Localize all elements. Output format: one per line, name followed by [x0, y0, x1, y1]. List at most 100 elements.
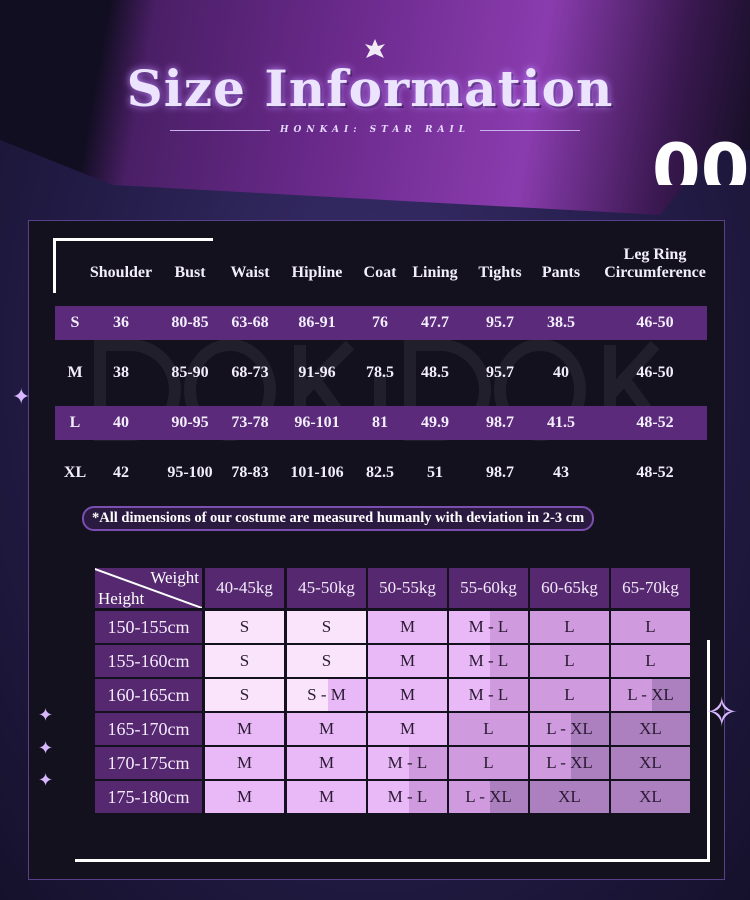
- emblem-icon: [365, 39, 385, 58]
- table-cell: 42: [113, 464, 129, 481]
- size-cell: M - L: [449, 611, 528, 643]
- size-cell: S - M: [287, 679, 366, 711]
- height-header: 160-165cm: [95, 679, 202, 711]
- corner-number: 00: [652, 130, 750, 185]
- table-cell: 38.5: [547, 314, 575, 331]
- size-cell: XL: [530, 781, 609, 813]
- table-cell: 48-52: [636, 414, 674, 431]
- watermark-logo: [94, 339, 670, 441]
- size-cell: S: [205, 611, 284, 643]
- size-cell: M: [287, 747, 366, 779]
- size-cell: M - L: [368, 781, 447, 813]
- table-cell: 73-78: [231, 414, 269, 431]
- divider: [170, 130, 270, 131]
- size-cell: S: [287, 611, 366, 643]
- weight-header: 45-50kg: [287, 568, 366, 608]
- size-label: S: [70, 314, 80, 331]
- table-cell: 98.7: [486, 414, 514, 431]
- table-cell: 49.9: [421, 414, 449, 431]
- row-band: [55, 306, 707, 340]
- table-cell: 101-106: [290, 464, 344, 481]
- table-cell: 86-91: [298, 314, 336, 331]
- column-header: Waist: [230, 264, 270, 281]
- table-cell: 95-100: [167, 464, 213, 481]
- column-header: Leg Ring Circumference: [604, 246, 706, 282]
- size-cell: L - XL: [611, 679, 690, 711]
- header-line: Leg Ring: [623, 246, 687, 263]
- column-header: Bust: [174, 264, 206, 281]
- sparkle-icon: ✦: [38, 738, 54, 759]
- size-cell: L: [530, 611, 609, 643]
- weight-label: Weight: [150, 568, 199, 587]
- table-cell: 46-50: [636, 314, 674, 331]
- column-header: Coat: [363, 264, 397, 281]
- frame-decoration: [53, 238, 213, 293]
- size-cell: XL: [611, 747, 690, 779]
- page-title: Size Information: [126, 59, 614, 118]
- size-cell: S: [205, 645, 284, 677]
- table-cell: 85-90: [171, 364, 209, 381]
- column-header: Hipline: [291, 264, 343, 281]
- column-header: Pants: [541, 264, 581, 281]
- size-cell: M: [205, 781, 284, 813]
- table-cell: 63-68: [231, 314, 269, 331]
- height-header: 165-170cm: [95, 713, 202, 745]
- table-cell: 95.7: [486, 364, 514, 381]
- size-label: XL: [63, 464, 87, 481]
- table-cell: 90-95: [171, 414, 209, 431]
- table-cell: 95.7: [486, 314, 514, 331]
- size-cell: S: [287, 645, 366, 677]
- size-cell: M: [287, 781, 366, 813]
- size-cell: L: [611, 645, 690, 677]
- table-cell: 47.7: [421, 314, 449, 331]
- table-cell: 43: [553, 464, 569, 481]
- table-cell: 91-96: [298, 364, 336, 381]
- table-cell: 36: [113, 314, 129, 331]
- table-cell: 82.5: [366, 464, 394, 481]
- height-header: 175-180cm: [95, 781, 202, 813]
- table-cell: 46-50: [636, 364, 674, 381]
- weight-header: 50-55kg: [368, 568, 447, 608]
- size-cell: L: [530, 679, 609, 711]
- page-subtitle: HONKAI: STAR RAIL: [280, 125, 470, 135]
- table-cell: 51: [427, 464, 443, 481]
- table-cell: 76: [372, 314, 388, 331]
- height-label: Height: [98, 589, 145, 608]
- table-cell: 48-52: [636, 464, 674, 481]
- size-cell: L: [611, 611, 690, 643]
- table-cell: 68-73: [231, 364, 269, 381]
- column-header: Tights: [478, 264, 522, 281]
- sparkle-icon: ✦: [38, 705, 54, 726]
- size-cell: M - L: [449, 679, 528, 711]
- table-cell: 80-85: [171, 314, 209, 331]
- size-cell: M - L: [368, 747, 447, 779]
- size-cell: M - L: [449, 645, 528, 677]
- measurement-note: *All dimensions of our costume are measu…: [82, 506, 595, 531]
- size-cell: M: [368, 645, 447, 677]
- table-cell: 78-83: [231, 464, 269, 481]
- table-cell: 40: [553, 364, 569, 381]
- size-cell: M: [205, 747, 284, 779]
- size-cell: L - XL: [530, 747, 609, 779]
- sparkle-icon: ✦: [12, 385, 31, 410]
- size-cell: L: [530, 645, 609, 677]
- size-cell: S: [205, 679, 284, 711]
- column-header: Shoulder: [89, 264, 153, 281]
- size-cell: M: [287, 713, 366, 745]
- size-cell: L: [449, 713, 528, 745]
- header-banner: [0, 0, 750, 215]
- size-cell: L - XL: [530, 713, 609, 745]
- table-cell: 48.5: [421, 364, 449, 381]
- frame-decoration: [75, 640, 710, 862]
- height-header: 150-155cm: [95, 611, 202, 643]
- row-band: [55, 406, 707, 440]
- weight-header: 55-60kg: [449, 568, 528, 608]
- height-header: 155-160cm: [95, 645, 202, 677]
- header-line: Circumference: [604, 264, 706, 281]
- weight-header: 40-45kg: [205, 568, 284, 608]
- size-label: L: [69, 414, 81, 431]
- divider: [480, 130, 580, 131]
- size-cell: L - XL: [449, 781, 528, 813]
- table-cell: 78.5: [366, 364, 394, 381]
- weight-header: 65-70kg: [611, 568, 690, 608]
